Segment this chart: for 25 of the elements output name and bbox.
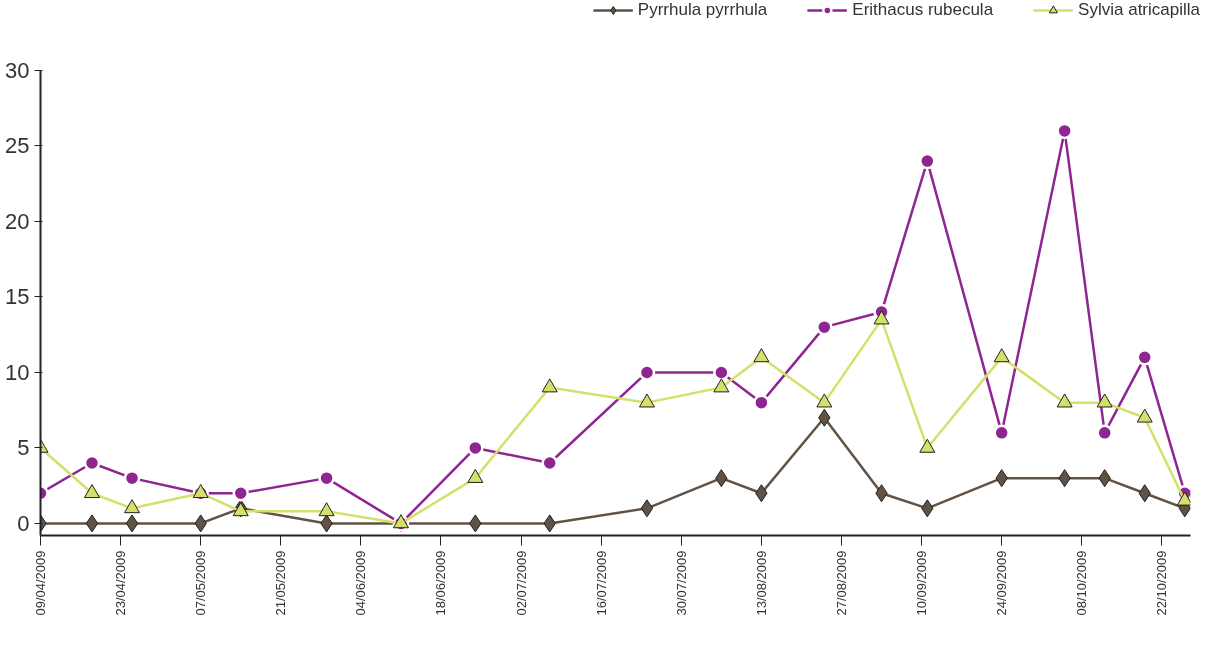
y-tick-label: 5: [17, 435, 30, 461]
y-tick-label: 30: [5, 58, 30, 83]
y-tick-label: 15: [5, 284, 30, 310]
x-tick-label: 08/10/2009: [1074, 550, 1090, 616]
y-tick-label: 0: [17, 510, 30, 536]
x-tick-label: 10/09/2009: [914, 550, 930, 616]
x-tick-label: 04/06/2009: [353, 550, 369, 616]
x-tick-label: 23/04/2009: [113, 550, 129, 616]
x-tick-label: 18/06/2009: [433, 550, 449, 616]
x-tick-label: 09/04/2009: [33, 550, 48, 616]
x-tick-label: 21/05/2009: [273, 550, 289, 616]
x-tick-label: 24/09/2009: [994, 550, 1010, 616]
y-tick-label: 10: [5, 359, 30, 385]
x-tick-label: 22/10/2009: [1154, 550, 1170, 616]
x-tick-label: 02/07/2009: [513, 550, 529, 616]
x-tick-label: 07/05/2009: [193, 550, 209, 616]
legend-label: Erithacus rubecula: [852, 0, 994, 20]
y-tick-label: 25: [5, 133, 30, 159]
legend-label: Sylvia atricapilla: [1078, 0, 1200, 20]
x-tick-label: 16/07/2009: [593, 550, 609, 616]
y-tick-label: 20: [5, 208, 30, 234]
x-tick-label: 30/07/2009: [673, 550, 689, 616]
x-tick-label: 27/08/2009: [833, 550, 849, 616]
legend-label: Pyrrhula pyrrhula: [637, 0, 768, 20]
x-tick-label: 13/08/2009: [753, 550, 769, 616]
